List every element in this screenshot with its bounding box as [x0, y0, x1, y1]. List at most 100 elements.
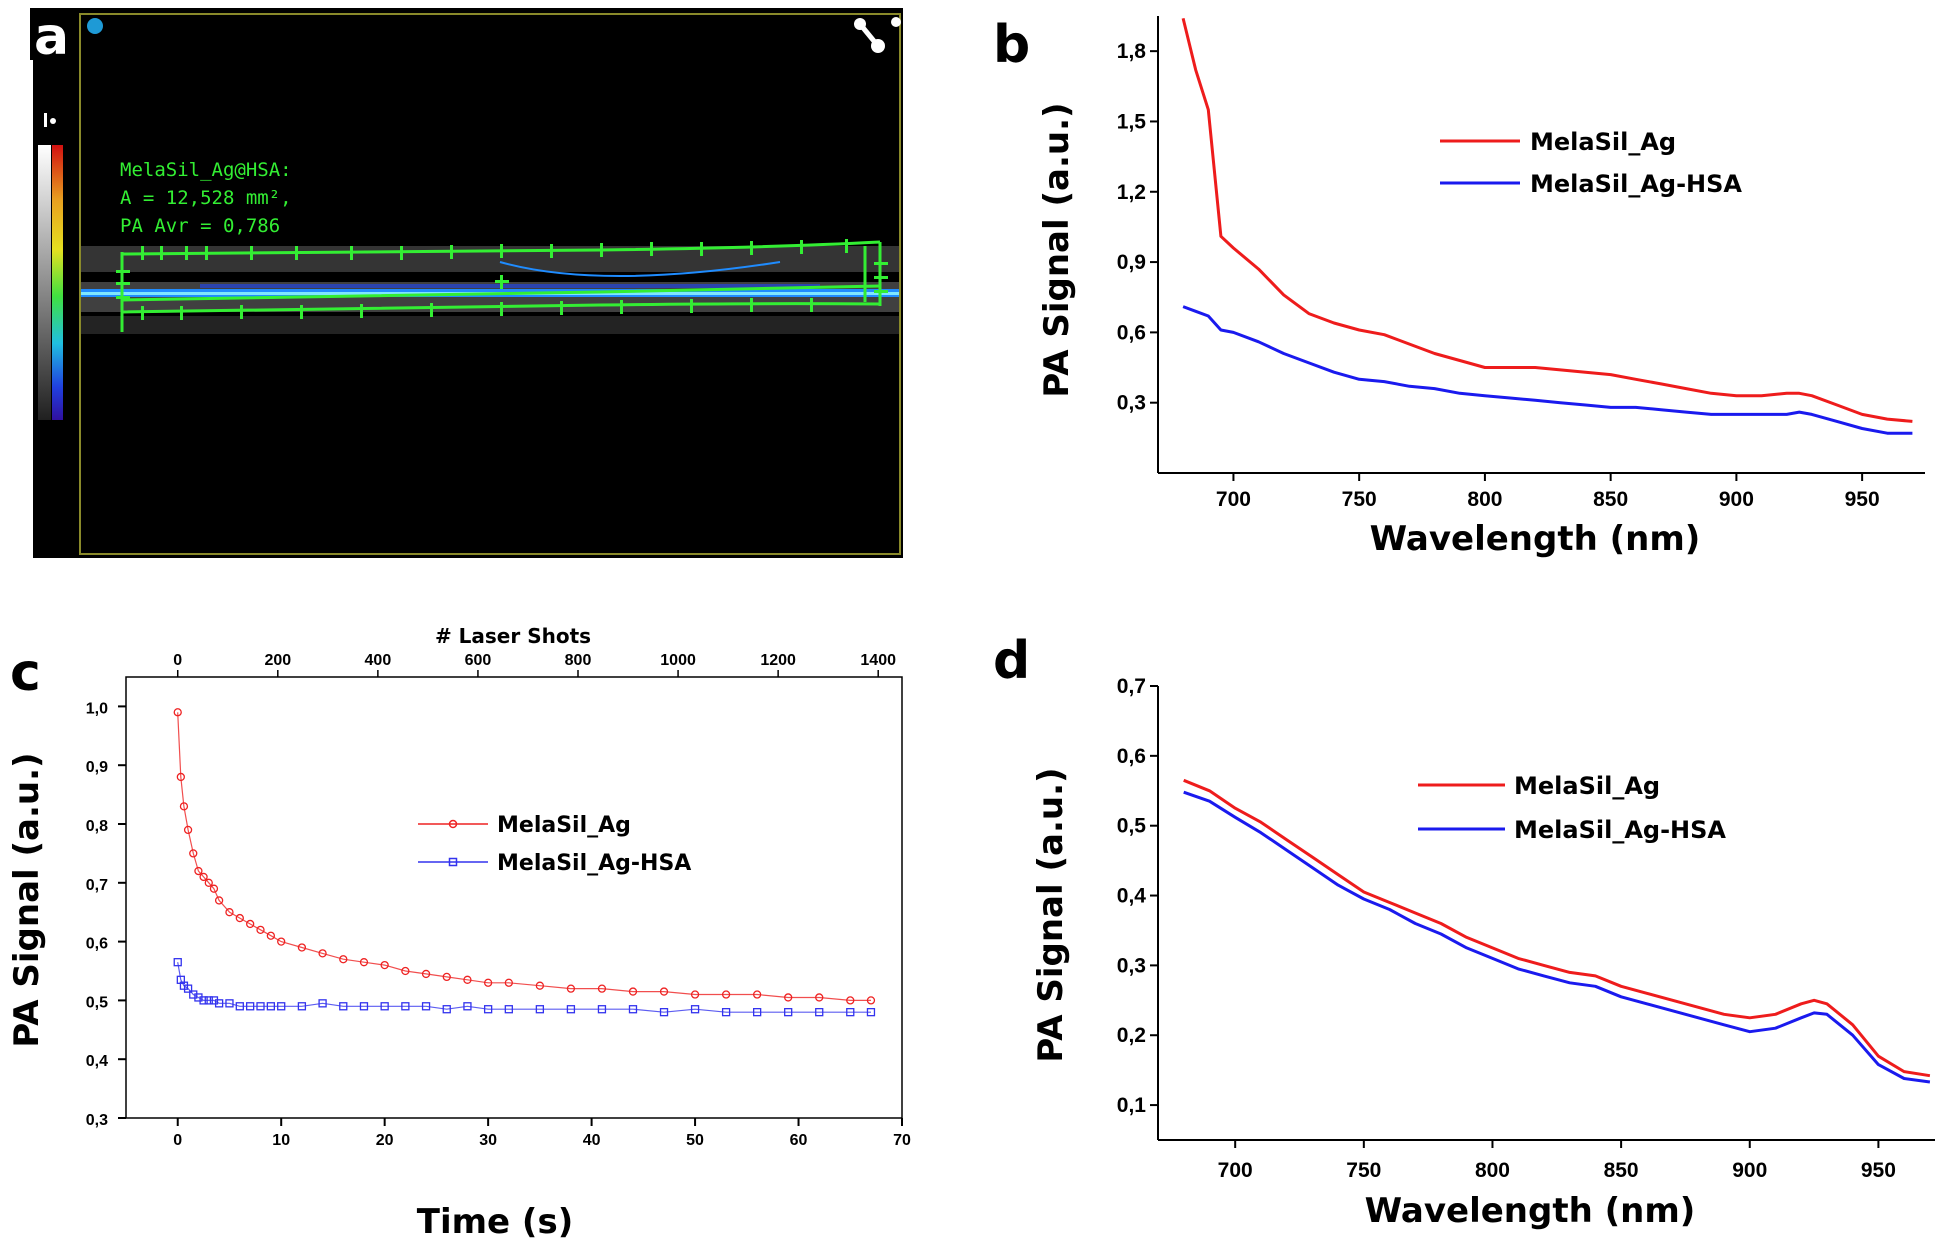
chart-c-frame	[125, 676, 903, 1119]
chart-c-point-melasil-ag	[504, 978, 513, 987]
chart-c-x-ticks: 0 10 20 30 40 50 60 70	[173, 1118, 911, 1149]
chart-b-x-ticks: 700 750 800 850 900 950	[1216, 473, 1880, 511]
panel-letter-a: a	[34, 7, 69, 67]
chart-b-y-tick-label: 0,3	[1117, 392, 1146, 415]
chart-c-point-melasil-ag	[752, 990, 762, 999]
chart-d-series	[1183, 778, 1931, 1084]
chart-b-y-tick-label: 1,2	[1117, 181, 1146, 204]
chart-c-point-melasil-ag	[225, 908, 234, 917]
chart-d-x-tick-label: 850	[1604, 1159, 1639, 1182]
chart-c-top-tick-label: 800	[565, 652, 592, 669]
chart-c-point-melasil-ag	[318, 949, 327, 958]
chart-c-point-melasil-ag	[628, 987, 638, 996]
chart-c-point-melasil-ag	[690, 990, 700, 999]
chart-d-line-melasil-ag	[1183, 778, 1931, 1078]
chart-c-point-melasil-ag	[359, 958, 369, 967]
chart-b-legend-label-2: MelaSil_Ag-HSA	[1530, 170, 1742, 198]
chart-c-point-melasil-ag-hsa	[721, 1008, 731, 1017]
chart-c-point-melasil-ag	[183, 825, 193, 835]
chart-c-point-melasil-ag-hsa	[235, 1002, 244, 1011]
pa-annotation-line-2: A = 12,528 mm²,	[120, 187, 292, 209]
chart-c-top-tick-label: 1200	[760, 652, 796, 669]
chart-c-x-tick-label: 30	[479, 1132, 497, 1149]
chart-d-y-tick-label: 0,4	[1117, 885, 1147, 908]
chart-c-point-melasil-ag	[214, 896, 224, 905]
chart-c-top-tick-label: 400	[365, 652, 392, 669]
chart-c-line-melasil-ag	[177, 712, 871, 1002]
chart-b-axes	[1157, 16, 1925, 474]
chart-c-point-melasil-ag	[189, 849, 198, 858]
chart-c-point-melasil-ag-hsa	[690, 1005, 700, 1014]
panel-letter-d: d	[993, 631, 1030, 691]
chart-b-y-tick-label: 0,6	[1117, 321, 1146, 344]
chart-c-point-melasil-ag	[277, 937, 286, 946]
pa-colorbar	[52, 145, 63, 420]
chart-d-x-tick-label: 800	[1475, 1159, 1510, 1182]
chart-c-legend-marker-2	[448, 857, 458, 867]
chart-d-legend-label-2: MelaSil_Ag-HSA	[1514, 816, 1726, 844]
chart-c-point-melasil-ag-hsa	[442, 1005, 451, 1014]
chart-c-point-melasil-ag-hsa	[225, 999, 234, 1008]
chart-c-point-melasil-ag	[566, 984, 576, 993]
chart-d-y-tick-label: 0,3	[1117, 954, 1146, 977]
chart-c-point-melasil-ag	[597, 984, 607, 993]
chart-c-point-melasil-ag-hsa	[173, 958, 182, 967]
chart-c-point-melasil-ag-hsa	[566, 1005, 576, 1014]
chart-c-point-melasil-ag	[204, 878, 213, 887]
chart-c-point-melasil-ag-hsa	[846, 1008, 855, 1017]
chart-c-point-melasil-ag	[209, 884, 219, 893]
chart-c-point-melasil-ag	[463, 975, 472, 984]
chart-c-point-melasil-ag-hsa	[246, 1002, 255, 1011]
chart-c-point-melasil-ag-hsa	[628, 1005, 638, 1014]
chart-d-y-tick-label: 0,7	[1117, 675, 1146, 698]
chart-c-point-melasil-ag-hsa	[214, 999, 224, 1008]
chart-b-y-tick-label: 1,5	[1117, 110, 1147, 133]
chart-c-point-melasil-ag-hsa	[421, 1002, 431, 1011]
chart-c-y-tick-label: 0,7	[86, 877, 108, 894]
chart-c-top-tick-label: 600	[465, 652, 492, 669]
pa-image-frame	[79, 13, 901, 555]
panel-letter-a-bg	[30, 8, 78, 60]
chart-c-top-tick-label: 1000	[660, 652, 696, 669]
chart-c-y-tick-label: 0,5	[86, 994, 108, 1011]
chart-c-point-melasil-ag	[339, 955, 348, 964]
chart-d-x-ticks: 700 750 800 850 900 950	[1218, 1140, 1896, 1182]
chart-c-point-melasil-ag-hsa	[359, 1002, 369, 1011]
chart-c-point-melasil-ag	[246, 919, 255, 929]
chart-c-point-melasil-ag	[784, 993, 793, 1002]
chart-c-series	[173, 708, 876, 1017]
pa-record-dot-icon	[87, 18, 103, 34]
chart-c-y-tick-label: 0,4	[86, 1053, 108, 1070]
chart-c-point-melasil-ag	[483, 978, 493, 987]
chart-b-line-melasil-ag	[1181, 17, 1913, 423]
chart-c-point-melasil-ag	[535, 981, 545, 990]
panel-d: d 0,1 0,2 0,3 0,4 0,5 0,6 0,7 700 750 800 850 900 9…	[993, 631, 1935, 1231]
chart-c-legend-label-2: MelaSil_Ag-HSA	[497, 851, 691, 876]
chart-d-ylabel: PA Signal (a.u.)	[1031, 767, 1071, 1062]
chart-c-point-melasil-ag	[194, 866, 203, 876]
chart-c-legend-label-1: MelaSil_Ag	[497, 813, 631, 838]
panel-c: c 0,3 0,4 0,5 0,6 0,7 0,8 0,9 1,0 0 10 20 30 40 50 60…	[7, 624, 911, 1242]
chart-d-line-melasil-ag-hsa	[1183, 790, 1931, 1084]
panel-a: MelaSil_Ag@HSA: A = 12,528 mm², PA Avr =…	[30, 7, 903, 558]
panel-b: b 0,30,60,91,21,51,8 700 750 800 850 900 950 …	[993, 15, 1925, 559]
chart-c-x-tick-label: 10	[272, 1132, 290, 1149]
chart-c-top-tick-label: 0	[173, 652, 182, 669]
chart-c-point-melasil-ag-hsa	[401, 1002, 410, 1011]
chart-c-ylabel: PA Signal (a.u.)	[7, 752, 47, 1047]
chart-c-point-melasil-ag-hsa	[318, 999, 327, 1008]
chart-b-y-tick-label: 0,9	[1117, 251, 1146, 274]
chart-c-point-melasil-ag	[256, 925, 265, 934]
pa-annotation-line-1: MelaSil_Ag@HSA:	[120, 159, 292, 181]
pa-signal-band-dark	[200, 284, 820, 288]
chart-c-point-melasil-ag-hsa	[199, 996, 208, 1005]
chart-c-x-tick-label: 50	[686, 1132, 704, 1149]
chart-c-point-melasil-ag	[179, 802, 189, 811]
chart-c-top-tick-label: 200	[264, 652, 291, 669]
chart-c-x-tick-label: 70	[893, 1132, 911, 1149]
chart-c-xlabel: Time (s)	[417, 1202, 574, 1242]
chart-c-point-melasil-ag	[815, 993, 824, 1002]
chart-c-point-melasil-ag	[235, 913, 244, 923]
chart-b-legend: MelaSil_Ag MelaSil_Ag-HSA	[1440, 128, 1742, 198]
